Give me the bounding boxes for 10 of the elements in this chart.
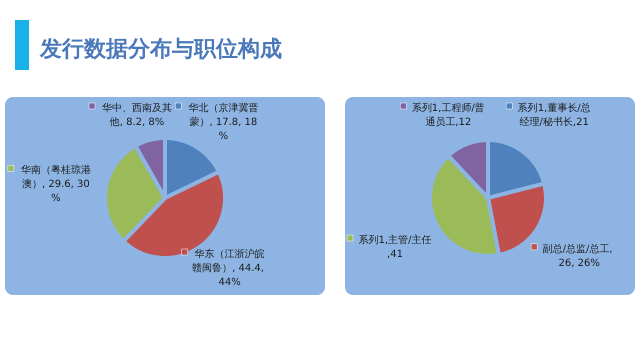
legend-label: 系列1,主管/主任 xyxy=(358,234,432,246)
legend-label: 华中、西南及其他, 8.2, 8% xyxy=(102,102,172,128)
legend-label: 系列1,董事长/总经理/秘书长,21 xyxy=(518,102,591,128)
legend-label: 华北（京津冀晋蒙）, 17.8, 18% xyxy=(188,102,258,142)
legend-label: 华南（粤桂琼港澳）, 29.6, 30% xyxy=(20,164,91,204)
legend-label: 系列1,工程师/普通员工,12 xyxy=(412,102,485,128)
legend-label: 副总/总监/总工, 26, 26% xyxy=(542,242,616,269)
data-label: ,41 xyxy=(387,249,403,260)
legend-label: 华东（江浙沪皖赣闽鲁）, 44.4, 44% xyxy=(192,248,268,288)
chart-title: 发行数据分布与职位构成 xyxy=(39,37,282,62)
